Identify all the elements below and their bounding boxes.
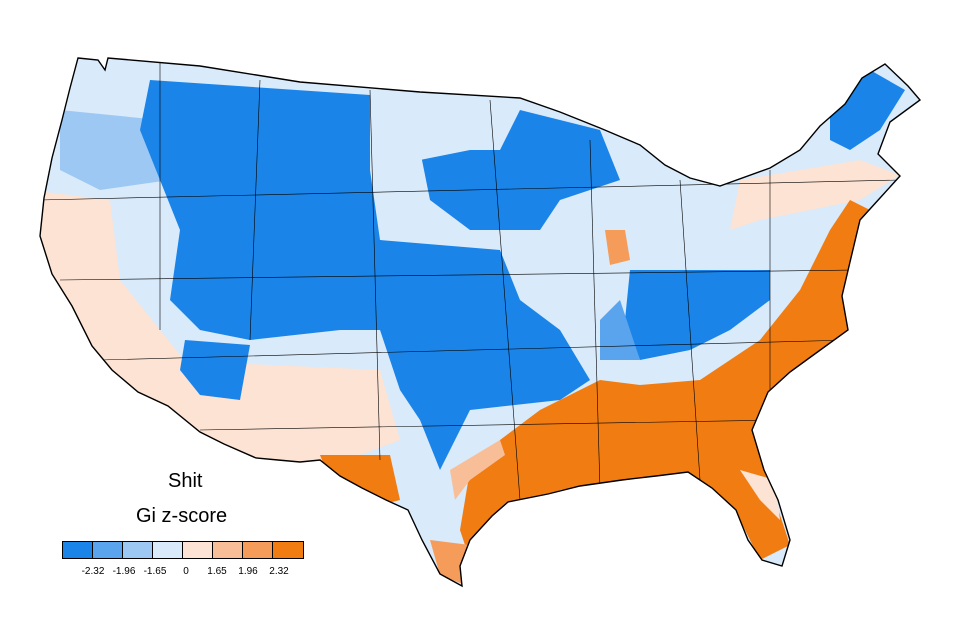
legend-tick-label: -1.65 (143, 566, 167, 577)
legend-tick-label: 0 (183, 566, 189, 577)
legend-tick-label: 2.32 (269, 566, 289, 577)
legend-swatch (183, 542, 213, 558)
legend-tick-label: 1.65 (207, 566, 227, 577)
legend-swatch (93, 542, 123, 558)
legend-swatch (213, 542, 243, 558)
region-southeast (460, 200, 870, 560)
legend-tick-label: -2.32 (81, 566, 105, 577)
legend-swatch (63, 542, 93, 558)
legend-color-bar (62, 541, 304, 559)
region-illinois-light (605, 230, 630, 265)
region-kentucky-mid (600, 300, 640, 360)
region-mountain-west (140, 80, 590, 470)
legend-tick-label: -1.96 (112, 566, 136, 577)
region-west-texas (320, 455, 400, 510)
legend-tick-label: 1.96 (238, 566, 258, 577)
map-word-title: Shit (168, 470, 203, 492)
legend-swatch (153, 542, 183, 558)
region-arizona-blue (180, 340, 250, 400)
region-dakotas-light (370, 95, 470, 160)
region-appalachia (625, 270, 770, 360)
region-gulf-transition (450, 440, 505, 500)
state-borders (40, 60, 901, 501)
legend-swatch (243, 542, 273, 558)
legend-ticks: -2.32 -1.96 -1.65 0 1.65 1.96 2.32 (62, 566, 310, 580)
map-regions (40, 70, 905, 585)
legend-title: Gi z-score (136, 505, 228, 527)
legend-swatch (273, 542, 303, 558)
region-northeast-light (730, 160, 900, 230)
region-upper-midwest (420, 110, 620, 230)
legend-swatch (123, 542, 153, 558)
